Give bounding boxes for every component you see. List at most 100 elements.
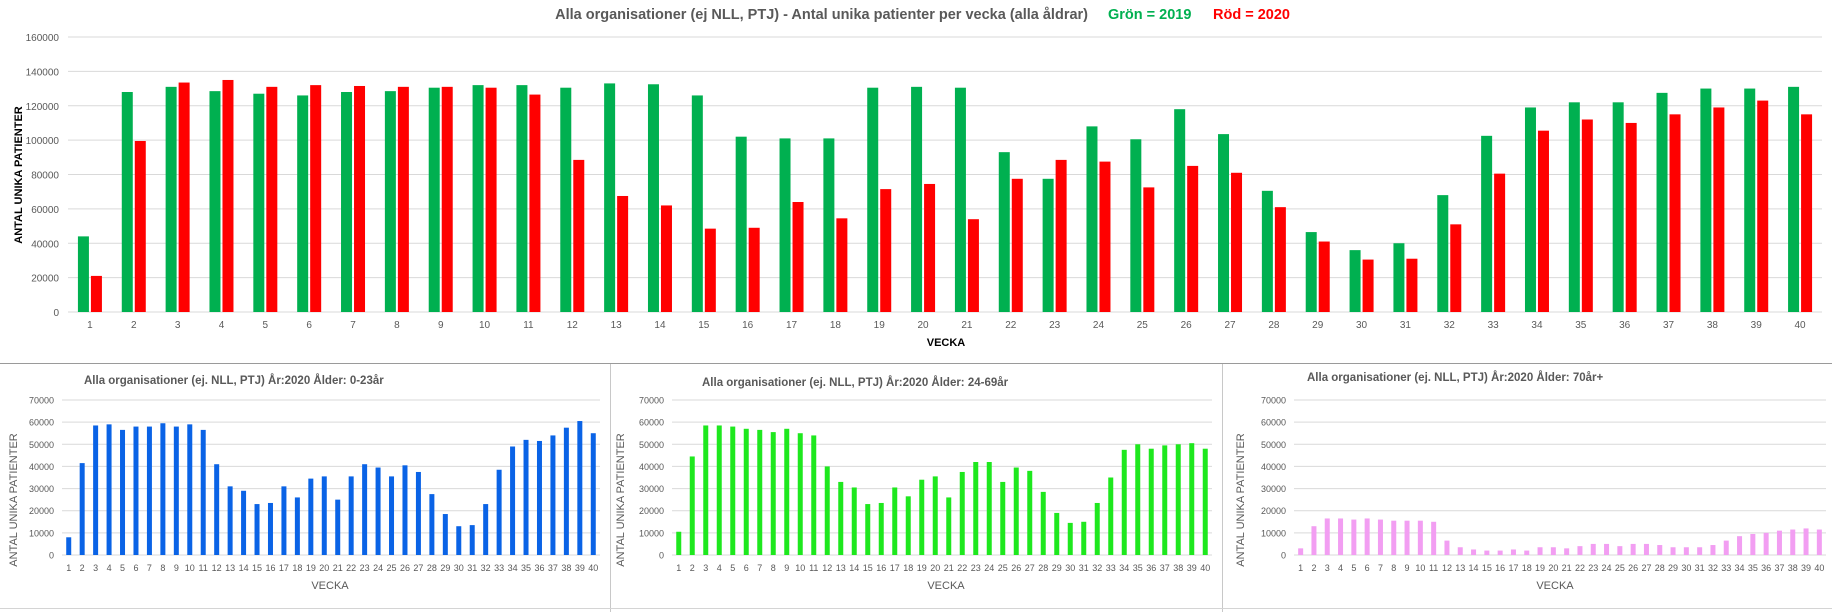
x-tick-label: 23 — [1588, 563, 1598, 573]
y-tick-label: 70000 — [639, 396, 664, 406]
bar-week-15 — [1484, 550, 1490, 555]
bar-week-36 — [536, 440, 542, 555]
bar-week-18 — [1524, 550, 1530, 555]
bar-week-32 — [483, 504, 489, 555]
x-tick-label: 26 — [1181, 320, 1193, 331]
x-tick-label: 34 — [508, 563, 518, 573]
bar-week-11 — [200, 429, 206, 555]
x-tick-label: 24 — [373, 563, 383, 573]
bar-week-13 — [1457, 547, 1463, 555]
x-tick-label: 15 — [1482, 563, 1492, 573]
bar-week-40 — [1202, 448, 1208, 555]
bar-2020-week-3 — [178, 82, 190, 312]
bar-week-1 — [66, 537, 72, 555]
bar-week-20 — [932, 476, 938, 555]
x-tick-label: 3 — [703, 563, 708, 573]
x-tick-label: 31 — [1400, 320, 1412, 331]
bar-2020-week-26 — [1187, 165, 1199, 312]
y-tick-label: 0 — [659, 551, 664, 561]
bar-2019-week-23 — [1042, 178, 1054, 312]
x-tick-label: 33 — [1106, 563, 1116, 573]
y-tick-label: 0 — [49, 551, 54, 561]
bar-2020-week-28 — [1274, 207, 1286, 312]
x-tick-label: 35 — [1133, 563, 1143, 573]
bar-2019-week-7 — [341, 92, 353, 312]
bar-week-29 — [1670, 547, 1676, 555]
x-tick-label: 22 — [1005, 320, 1017, 331]
bar-week-8 — [770, 432, 776, 555]
bar-week-30 — [456, 526, 462, 555]
bar-2019-week-28 — [1261, 190, 1273, 312]
x-tick-label: 28 — [1268, 320, 1280, 331]
x-tick-label: 11 — [809, 563, 818, 573]
x-tick-label: 31 — [1079, 563, 1089, 573]
y-tick-label: 0 — [1281, 551, 1286, 561]
x-tick-label: 4 — [1338, 563, 1343, 573]
x-tick-label: 20 — [319, 563, 329, 573]
bar-2020-week-25 — [1143, 187, 1155, 312]
x-tick-label: 33 — [1721, 563, 1731, 573]
x-tick-label: 40 — [1814, 563, 1824, 573]
bar-2019-week-24 — [1086, 126, 1098, 312]
bar-week-5 — [1351, 519, 1357, 555]
x-tick-label: 39 — [1187, 563, 1197, 573]
age-0-23-title: Alla organisationer (ej. NLL, PTJ) År:20… — [84, 374, 384, 387]
x-tick-label: 5 — [1351, 563, 1356, 573]
bar-2019-week-17 — [779, 138, 791, 312]
x-tick-label: 21 — [1562, 563, 1572, 573]
x-tick-label: 18 — [292, 563, 302, 573]
bar-week-15 — [865, 504, 871, 555]
x-tick-label: 7 — [757, 563, 762, 573]
y-tick-label: 40000 — [1261, 462, 1286, 472]
x-tick-label: 18 — [1522, 563, 1532, 573]
bar-2019-week-40 — [1788, 86, 1800, 312]
x-tick-label: 29 — [440, 563, 450, 573]
bar-2019-week-11 — [516, 85, 528, 312]
bar-week-29 — [1054, 512, 1060, 555]
x-tick-label: 3 — [1325, 563, 1330, 573]
bar-week-35 — [1750, 533, 1756, 555]
bar-week-21 — [1564, 548, 1570, 555]
x-tick-label: 23 — [360, 563, 370, 573]
x-tick-label: 19 — [306, 563, 316, 573]
x-tick-label: 32 — [1444, 320, 1456, 331]
x-tick-label: 20 — [1548, 563, 1558, 573]
x-tick-label: 5 — [730, 563, 735, 573]
x-tick-label: 36 — [534, 563, 544, 573]
bar-week-25 — [1617, 546, 1623, 555]
x-tick-label: 29 — [1052, 563, 1062, 573]
bar-week-39 — [1189, 443, 1195, 555]
age-24-69-x-axis-label: VECKA — [927, 580, 965, 592]
x-tick-label: 8 — [771, 563, 776, 573]
x-tick-label: 14 — [239, 563, 249, 573]
x-tick-label: 18 — [830, 320, 842, 331]
x-tick-label: 22 — [957, 563, 967, 573]
bar-2020-week-30 — [1362, 259, 1374, 312]
x-tick-label: 35 — [521, 563, 531, 573]
x-tick-label: 2 — [1311, 563, 1316, 573]
bar-week-22 — [348, 476, 354, 555]
bar-week-40 — [590, 433, 596, 555]
y-tick-label: 120000 — [26, 102, 60, 113]
bar-week-12 — [824, 466, 830, 555]
bar-2019-week-22 — [998, 152, 1010, 312]
x-tick-label: 36 — [1146, 563, 1156, 573]
x-tick-label: 31 — [1695, 563, 1705, 573]
spreadsheet-cell-grid — [0, 608, 1832, 613]
bar-2020-week-40 — [1801, 114, 1813, 312]
bar-week-9 — [173, 426, 179, 555]
bar-2019-week-9 — [428, 87, 440, 312]
bar-week-19 — [308, 478, 314, 555]
bar-2020-week-35 — [1581, 119, 1593, 312]
bar-2020-week-1 — [90, 275, 102, 312]
bar-2020-week-20 — [924, 183, 936, 312]
bar-2019-week-26 — [1174, 109, 1186, 312]
bar-week-21 — [946, 497, 952, 555]
bar-week-14 — [241, 490, 247, 555]
x-tick-label: 36 — [1761, 563, 1771, 573]
bar-2020-week-15 — [704, 228, 716, 312]
y-tick-label: 20000 — [29, 506, 54, 516]
bar-week-13 — [838, 481, 844, 555]
bar-week-33 — [496, 469, 502, 555]
bar-week-28 — [429, 494, 435, 555]
